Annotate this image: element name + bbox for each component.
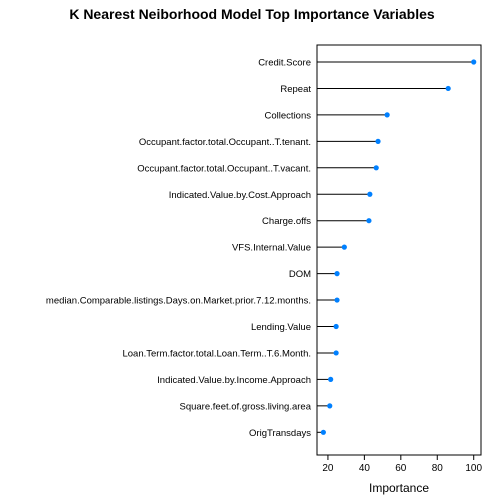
importance-point bbox=[445, 85, 451, 92]
importance-point bbox=[320, 429, 326, 435]
importance-point bbox=[334, 271, 340, 277]
category-label: Indicated.Value.by.Income.Approach bbox=[157, 375, 311, 386]
importance-point bbox=[341, 244, 347, 250]
x-tick-label: 100 bbox=[465, 463, 482, 474]
importance-point bbox=[384, 112, 390, 118]
x-tick-label: 40 bbox=[359, 463, 371, 474]
importance-point bbox=[366, 218, 372, 224]
category-label: Repeat bbox=[280, 84, 311, 95]
category-label: Square.feet.of.gross.living.area bbox=[180, 401, 312, 412]
category-label: Occupant.factor.total.Occupant..T.tenant… bbox=[139, 137, 311, 148]
importance-point bbox=[471, 59, 477, 65]
importance-point bbox=[328, 376, 334, 382]
importance-point bbox=[333, 323, 339, 330]
category-label: Occupant.factor.total.Occupant..T.vacant… bbox=[137, 163, 311, 174]
importance-point bbox=[375, 138, 381, 144]
x-tick-label: 20 bbox=[322, 463, 334, 474]
category-label: DOM bbox=[289, 269, 311, 280]
category-label: OrigTransdays bbox=[249, 428, 311, 439]
importance-point bbox=[367, 191, 373, 197]
category-label: Credit.Score bbox=[258, 58, 311, 69]
category-label: Loan.Term.factor.total.Loan.Term..T.6.Mo… bbox=[122, 348, 311, 359]
category-label: Lending.Value bbox=[251, 322, 311, 333]
category-label: Charge.offs bbox=[262, 216, 311, 227]
importance-point bbox=[334, 297, 340, 303]
importance-point bbox=[327, 403, 333, 409]
x-tick-label: 60 bbox=[395, 463, 407, 474]
category-label: VFS.Internal.Value bbox=[232, 243, 311, 254]
category-label: median.Comparable.listings.Days.on.Marke… bbox=[46, 296, 311, 307]
chart-title: K Nearest Neiborhood Model Top Importanc… bbox=[69, 6, 435, 22]
category-label: Collections bbox=[265, 110, 312, 121]
x-tick-label: 80 bbox=[432, 463, 444, 474]
importance-point bbox=[373, 165, 379, 171]
plot-frame bbox=[316, 44, 482, 456]
x-axis-label: Importance bbox=[369, 481, 429, 495]
category-label: Indicated.Value.by.Cost.Approach bbox=[169, 190, 311, 201]
importance-point bbox=[333, 350, 339, 356]
